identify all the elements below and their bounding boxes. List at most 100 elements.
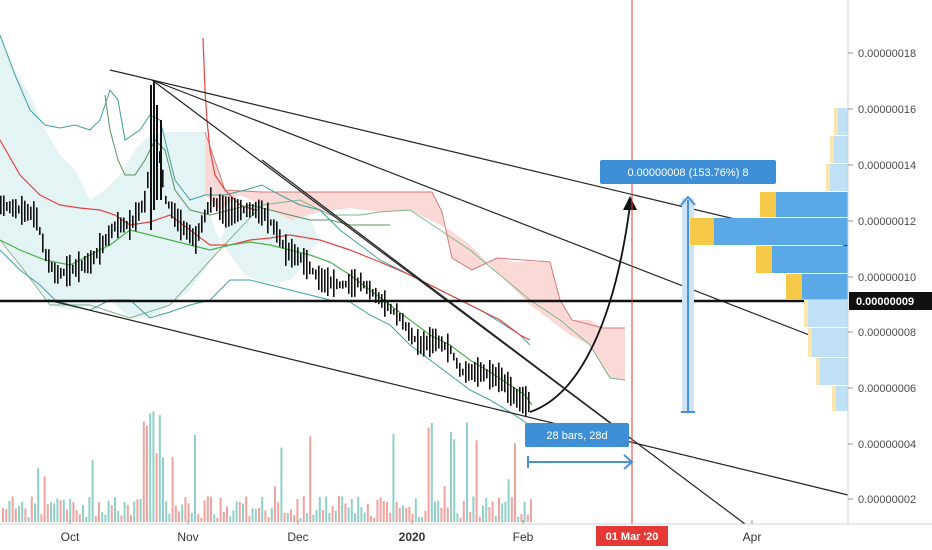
- volume-bar: [187, 503, 190, 522]
- candle: [492, 363, 494, 388]
- candle: [351, 269, 353, 298]
- candle: [318, 265, 320, 290]
- volume-bar: [168, 513, 171, 522]
- candle: [180, 209, 182, 241]
- candle: [216, 198, 218, 212]
- candle: [528, 391, 530, 413]
- volume-bar: [110, 505, 113, 522]
- volume-bar: [350, 498, 353, 522]
- volume-bar: [210, 496, 212, 522]
- volume-bar: [491, 501, 494, 522]
- candle: [81, 260, 83, 272]
- crosshair-date-label: 01 Mar '20: [606, 531, 659, 543]
- volume-bar: [459, 517, 462, 522]
- volume-bar: [408, 506, 411, 522]
- volume-bar: [376, 499, 379, 522]
- candle: [471, 364, 473, 380]
- candle: [54, 262, 56, 284]
- candle: [327, 267, 329, 297]
- volume-bar: [414, 498, 417, 522]
- volume-bar: [59, 500, 62, 522]
- candle: [21, 195, 23, 225]
- volume-profile-bar: [836, 386, 848, 411]
- volume-bar: [146, 425, 148, 522]
- candle: [522, 386, 524, 414]
- volume-bar: [530, 499, 532, 522]
- candle: [45, 248, 47, 262]
- volume-bar: [37, 467, 40, 522]
- volume-bar: [366, 503, 369, 522]
- volume-bar: [485, 497, 488, 522]
- price-tick-label: 0.00000012: [858, 216, 916, 228]
- volume-profile-bar-up: [756, 246, 772, 273]
- volume-bar: [248, 515, 251, 522]
- candle: [63, 268, 65, 276]
- ichimoku-cloud-bull-2: [0, 90, 60, 200]
- volume-bar: [142, 421, 145, 522]
- volume-bar: [232, 510, 235, 522]
- candle: [27, 203, 29, 221]
- candle: [132, 215, 134, 228]
- candle: [111, 223, 113, 239]
- volume-bar: [165, 501, 168, 522]
- volume-bar: [114, 497, 116, 522]
- candle: [465, 361, 467, 383]
- candle: [444, 341, 446, 351]
- candle: [405, 322, 407, 331]
- volume-bar: [341, 496, 344, 522]
- candle: [321, 268, 323, 293]
- senkou-span-b: [204, 131, 625, 329]
- candle: [339, 281, 341, 289]
- candle: [18, 205, 20, 214]
- volume-bar: [498, 497, 500, 522]
- candle: [231, 197, 233, 226]
- volume-bar: [309, 436, 312, 522]
- volume-bar: [379, 497, 382, 522]
- candle: [195, 226, 197, 254]
- candle: [177, 208, 179, 232]
- volume-bar: [450, 431, 452, 522]
- volume-profile-bar: [812, 328, 848, 357]
- volume-bar: [251, 508, 254, 522]
- volume-bar: [270, 508, 273, 522]
- ma-green-2: [104, 94, 390, 226]
- candle: [345, 280, 347, 288]
- candle: [447, 333, 449, 363]
- price-tick-label: 0.00000016: [858, 104, 916, 116]
- volume-profile-bar: [830, 164, 848, 191]
- volume-bar: [504, 501, 507, 522]
- volume-bar: [21, 501, 24, 522]
- candle: [297, 247, 299, 266]
- price-tick-label: 0.00000018: [858, 48, 916, 60]
- volume-bar: [296, 499, 299, 522]
- candle: [120, 217, 122, 233]
- candle: [12, 199, 14, 217]
- measure-range-box[interactable]: [525, 423, 629, 447]
- volume-bar: [386, 502, 388, 522]
- candle: [51, 261, 53, 273]
- candle: [408, 322, 410, 341]
- candle: [117, 211, 119, 239]
- candle: [294, 244, 296, 266]
- price-axis-ticks: 0.00000018 0.00000016 0.00000014 0.00000012…: [848, 48, 916, 506]
- volume-bar: [162, 457, 164, 522]
- candle: [336, 278, 338, 290]
- volume-bar: [392, 433, 395, 522]
- volume-bar: [331, 505, 334, 522]
- candle: [342, 280, 344, 289]
- candle: [171, 201, 173, 219]
- candle: [459, 362, 461, 377]
- volume-profile-bar-up: [760, 192, 776, 217]
- volume-profile-bar: [838, 108, 848, 135]
- candle: [48, 249, 50, 273]
- measure-price-box[interactable]: [600, 160, 776, 184]
- measure-right-arrow: [623, 454, 634, 470]
- candle: [90, 250, 92, 274]
- candle: [504, 374, 506, 393]
- volume-bar: [98, 502, 100, 522]
- candle: [147, 171, 149, 189]
- candle: [162, 169, 164, 188]
- candle: [213, 197, 215, 208]
- volume-profile-bar: [820, 358, 848, 385]
